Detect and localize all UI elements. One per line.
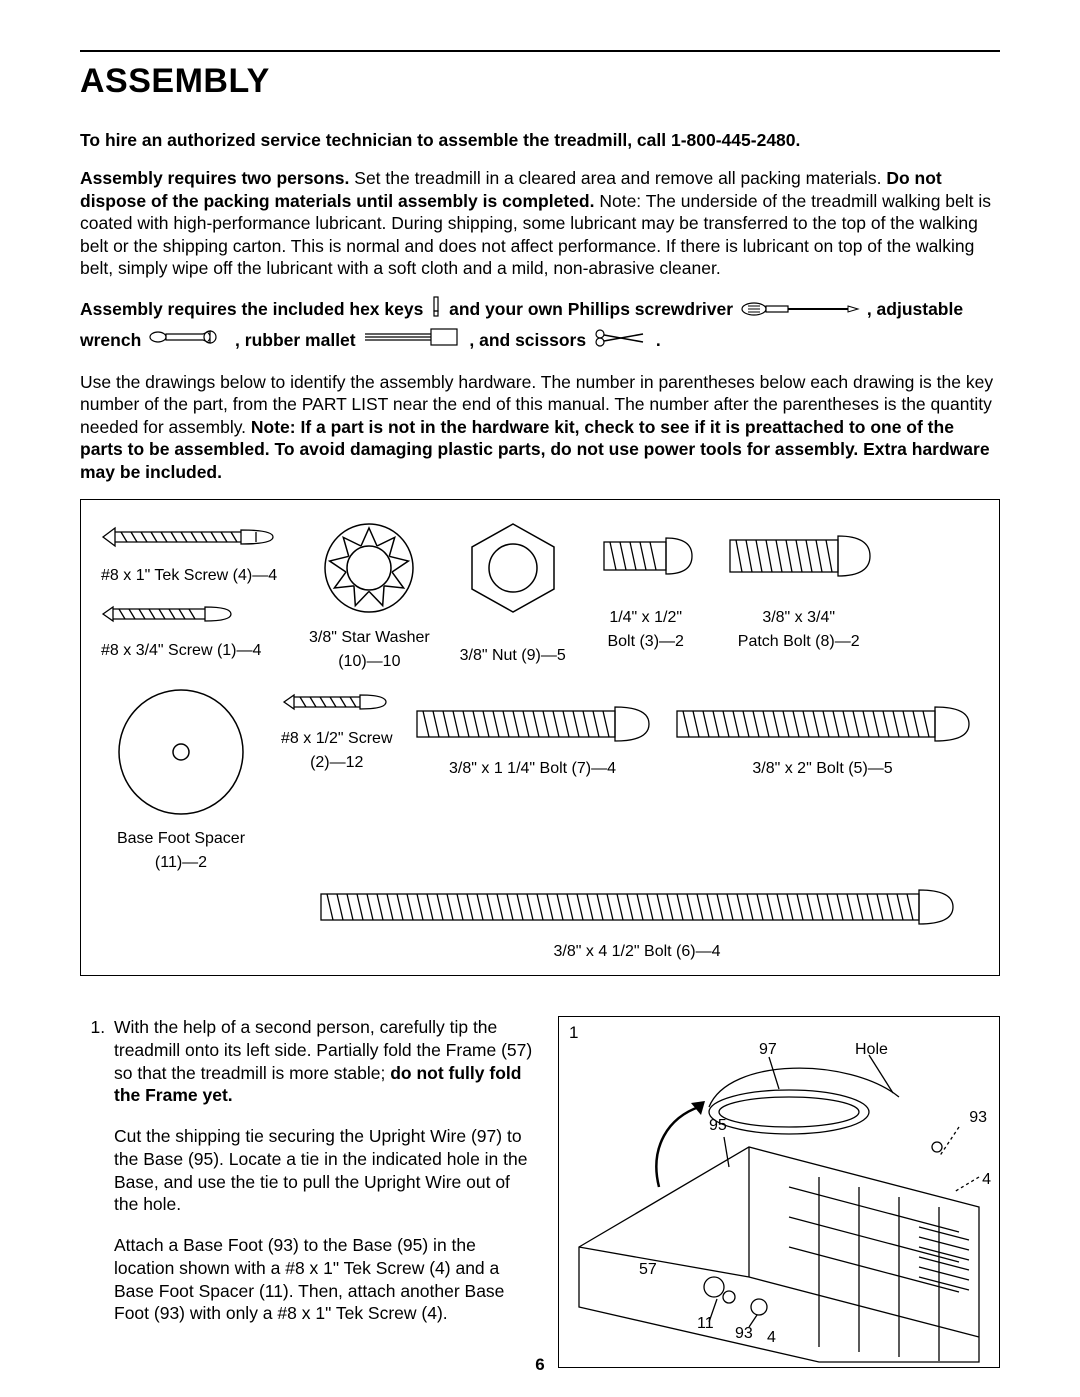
hw-row-1: #8 x 1" Tek Screw (4)—4 #8 x 3/4" Screw … bbox=[101, 518, 979, 671]
step-para: Cut the shipping tie securing the Uprigh… bbox=[114, 1125, 534, 1216]
bolt-412-icon bbox=[317, 882, 957, 932]
manual-page: ASSEMBLY To hire an authorized service t… bbox=[0, 0, 1080, 1397]
hw-bolt-412-col: 3/8" x 4 1/2" Bolt (6)—4 bbox=[295, 882, 979, 961]
hw-row-2: Base Foot Spacer (11)—2 #8 x 1/2" Screw … bbox=[101, 685, 979, 872]
callout-4b: 4 bbox=[767, 1329, 776, 1347]
tools-required-line: Assembly requires the included hex keys … bbox=[80, 295, 1000, 355]
scissors-icon bbox=[593, 327, 649, 355]
page-title: ASSEMBLY bbox=[80, 62, 1000, 101]
wrench-icon bbox=[148, 327, 228, 355]
intro-paragraph: Assembly requires two persons. Set the t… bbox=[80, 167, 1000, 279]
callout-93: 93 bbox=[969, 1109, 987, 1127]
callout-hole: Hole bbox=[855, 1041, 888, 1059]
nut-icon bbox=[458, 518, 568, 618]
bold-span: Assembly requires two persons. bbox=[80, 168, 349, 188]
hw-label: Bolt (3)—2 bbox=[596, 633, 696, 651]
hw-label: 3/8" Nut (9)—5 bbox=[458, 647, 568, 665]
hex-key-icon bbox=[430, 296, 442, 326]
hw-nut-col: 3/8" Nut (9)—5 bbox=[458, 518, 568, 665]
hw-label: 3/8" x 2" Bolt (5)—5 bbox=[673, 760, 973, 778]
text-span: and your own Phillips screwdriver bbox=[449, 299, 733, 319]
hardware-id-paragraph: Use the drawings below to identify the a… bbox=[80, 371, 1000, 483]
hw-label: Patch Bolt (8)—2 bbox=[724, 633, 874, 651]
screw-34-icon bbox=[101, 597, 241, 631]
hw-label: (10)—10 bbox=[309, 653, 430, 671]
mallet-icon bbox=[363, 327, 463, 355]
bolt-2-icon bbox=[673, 699, 973, 749]
hw-patch-bolt-col: 3/8" x 3/4" Patch Bolt (8)—2 bbox=[724, 518, 874, 651]
hw-label: 3/8" x 4 1/2" Bolt (6)—4 bbox=[295, 943, 979, 961]
step-1-row: With the help of a second person, carefu… bbox=[80, 1016, 1000, 1368]
star-washer-icon bbox=[319, 518, 419, 618]
hw-label: 3/8" x 3/4" bbox=[724, 609, 874, 627]
hw-label: #8 x 1" Tek Screw (4)—4 bbox=[101, 567, 281, 585]
bolt-114-icon bbox=[413, 699, 653, 749]
text-span: , rubber mallet bbox=[235, 330, 356, 350]
hw-label: 3/8" x 1 1/4" Bolt (7)—4 bbox=[413, 760, 653, 778]
hw-bolt-114-col: 3/8" x 1 1/4" Bolt (7)—4 bbox=[413, 699, 653, 778]
patch-bolt-icon bbox=[724, 518, 874, 598]
hw-label: (2)—12 bbox=[281, 754, 393, 772]
hw-label: (11)—2 bbox=[101, 854, 261, 872]
callout-97: 97 bbox=[759, 1041, 777, 1059]
hw-label: #8 x 1/2" Screw bbox=[281, 730, 393, 748]
hw-row-3: 3/8" x 4 1/2" Bolt (6)—4 bbox=[101, 882, 979, 961]
step-1-figure: 1 bbox=[558, 1016, 1000, 1368]
text-span: Set the treadmill in a cleared area and … bbox=[349, 168, 886, 188]
text-span: Assembly requires the included hex keys bbox=[80, 299, 423, 319]
callout-57: 57 bbox=[639, 1261, 657, 1279]
bolt-14-icon bbox=[596, 518, 696, 598]
hardware-box: #8 x 1" Tek Screw (4)—4 #8 x 3/4" Screw … bbox=[80, 499, 1000, 976]
callout-95: 95 bbox=[709, 1117, 727, 1135]
figure-number: 1 bbox=[569, 1023, 578, 1043]
hw-star-washer-col: 3/8" Star Washer (10)—10 bbox=[309, 518, 430, 671]
top-rule bbox=[80, 50, 1000, 52]
step-1-text: With the help of a second person, carefu… bbox=[80, 1016, 534, 1343]
hw-label: 3/8" Star Washer bbox=[309, 629, 430, 647]
step-para: Attach a Base Foot (93) to the Base (95)… bbox=[114, 1234, 534, 1325]
callout-11: 11 bbox=[697, 1315, 714, 1333]
hw-label: Base Foot Spacer bbox=[101, 830, 261, 848]
hw-bolt-2-col: 3/8" x 2" Bolt (5)—5 bbox=[673, 699, 973, 778]
step-para: With the help of a second person, carefu… bbox=[114, 1016, 534, 1107]
hw-bolt-14-col: 1/4" x 1/2" Bolt (3)—2 bbox=[596, 518, 696, 651]
spacer-icon bbox=[101, 685, 261, 819]
tek-screw-icon bbox=[101, 518, 281, 556]
hw-label: 1/4" x 1/2" bbox=[596, 609, 696, 627]
hw-label: #8 x 3/4" Screw (1)—4 bbox=[101, 642, 281, 660]
screwdriver-icon bbox=[740, 297, 860, 325]
hw-screw-12-col: #8 x 1/2" Screw (2)—12 bbox=[281, 685, 393, 772]
text-span: . bbox=[656, 330, 661, 350]
callout-4: 4 bbox=[982, 1171, 991, 1189]
assembly-diagram-icon bbox=[559, 1017, 999, 1367]
text-span: , and scissors bbox=[469, 330, 586, 350]
callout-93b: 93 bbox=[735, 1325, 753, 1343]
page-number: 6 bbox=[0, 1355, 1080, 1375]
step-1-item: With the help of a second person, carefu… bbox=[110, 1016, 534, 1325]
hw-tek-screw-col: #8 x 1" Tek Screw (4)—4 #8 x 3/4" Screw … bbox=[101, 518, 281, 660]
screw-12-icon bbox=[282, 685, 392, 719]
hire-line: To hire an authorized service technician… bbox=[80, 129, 1000, 151]
hw-spacer-col: Base Foot Spacer (11)—2 bbox=[101, 685, 261, 872]
